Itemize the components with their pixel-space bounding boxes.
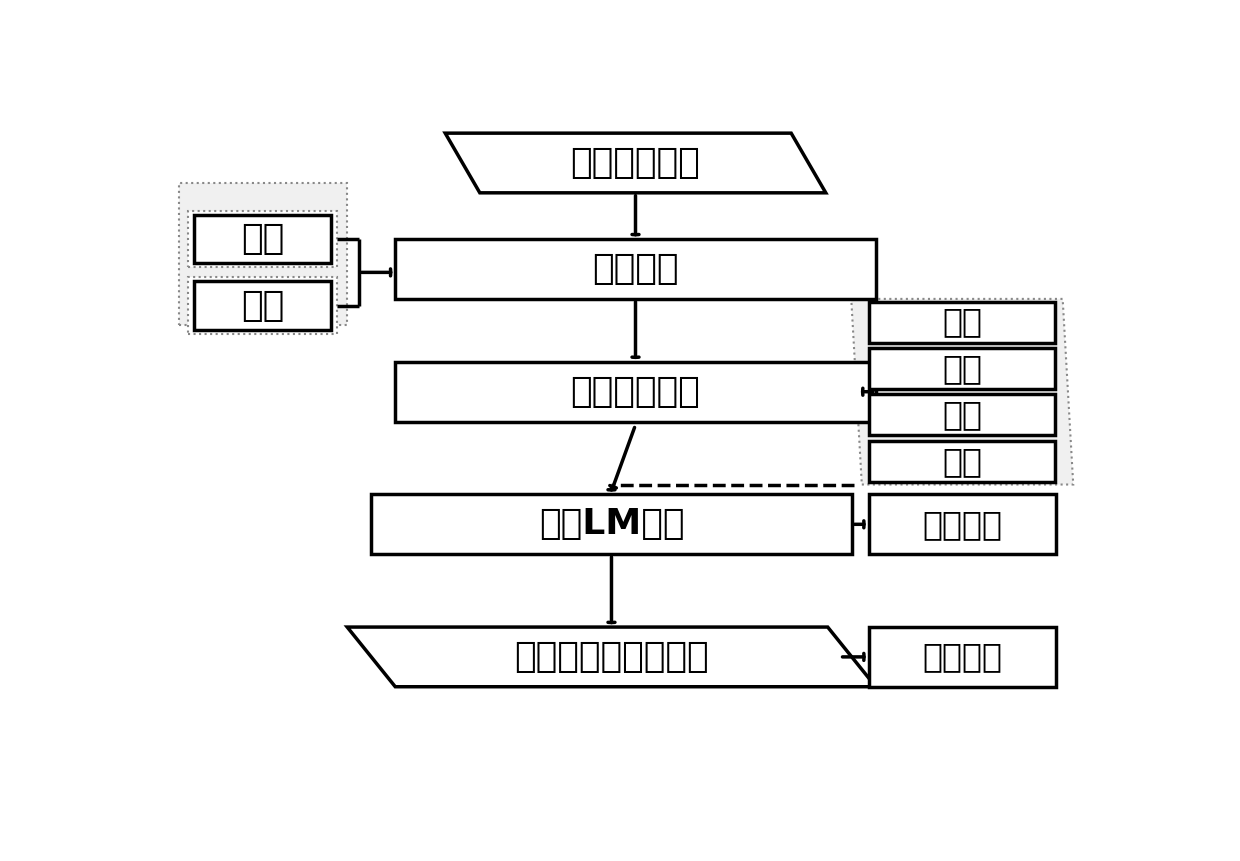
Text: 优化LM算法: 优化LM算法 [538,507,684,542]
Text: 位置: 位置 [942,399,982,431]
Bar [868,494,1056,554]
Bar [179,183,347,325]
Bar [371,494,852,554]
Text: 特征参数及拟合波形: 特征参数及拟合波形 [515,640,709,674]
Bar [396,239,875,299]
Polygon shape [347,627,875,687]
Text: 平滑: 平滑 [241,288,284,323]
Bar [188,277,337,334]
Bar [869,441,1055,482]
Bar [188,211,337,268]
Text: 信号增强: 信号增强 [593,252,678,286]
Text: 幅值: 幅值 [942,352,982,385]
Bar [193,215,331,263]
Text: 脉宽: 脉宽 [942,445,982,478]
Polygon shape [851,299,1074,485]
Bar [869,394,1055,436]
Text: 误差估计: 误差估计 [923,641,1002,673]
Bar [869,301,1055,343]
Text: 观测回波数据: 观测回波数据 [570,146,701,180]
Text: 去噪: 去噪 [241,222,284,257]
Text: 性能评估: 性能评估 [923,508,1002,541]
Bar [868,627,1056,687]
Text: 数量: 数量 [942,306,982,338]
Bar [396,362,875,422]
Bar [869,348,1055,389]
Bar [193,282,331,330]
Polygon shape [445,133,826,193]
Text: 初始参数估计: 初始参数估计 [570,375,701,409]
